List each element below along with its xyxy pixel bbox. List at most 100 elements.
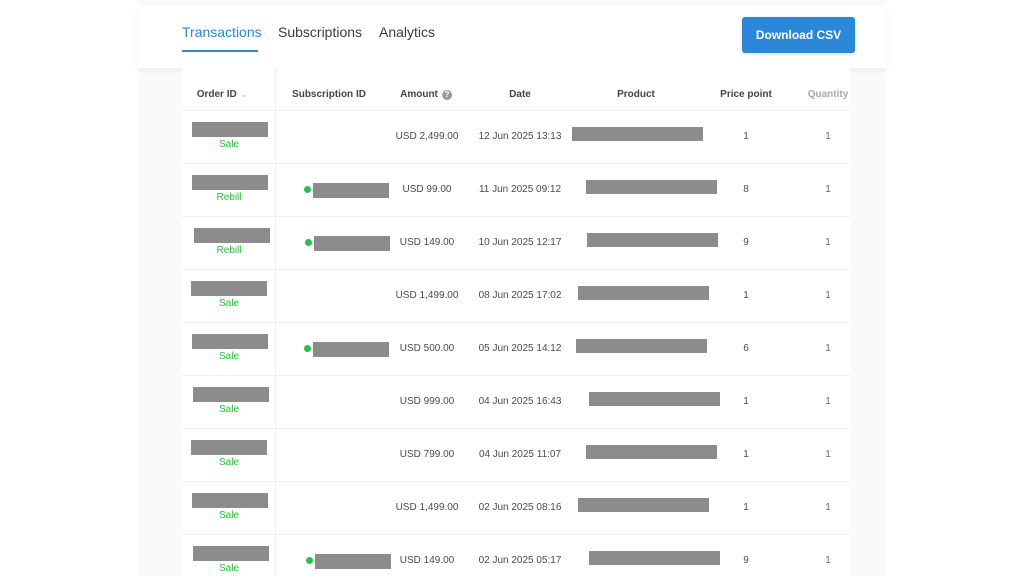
price-point-cell: 1 xyxy=(743,396,749,407)
amount-cell: USD 149.00 xyxy=(399,237,455,248)
header-date: Date xyxy=(509,89,531,100)
order-id-redacted[interactable] xyxy=(193,546,269,561)
quantity-cell: 1 xyxy=(825,343,831,354)
status-badge: Sale xyxy=(218,351,240,362)
row-divider xyxy=(182,216,850,217)
tab-analytics[interactable]: Analytics xyxy=(379,24,436,40)
order-id-redacted[interactable] xyxy=(192,493,268,508)
quantity-cell: 1 xyxy=(825,184,831,195)
status-badge: Sale xyxy=(218,510,240,521)
table-row[interactable]: Rebill USD 149.00 10 Jun 2025 12:17 9 1 xyxy=(182,217,850,270)
green-dot-icon xyxy=(306,557,313,564)
date-cell: 12 Jun 2025 13:13 xyxy=(478,131,562,142)
amount-cell: USD 99.00 xyxy=(402,184,452,195)
amount-cell: USD 1,499.00 xyxy=(395,290,459,301)
table-row[interactable]: Sale USD 799.00 04 Jun 2025 11:07 1 1 xyxy=(182,429,850,482)
price-point-cell: 1 xyxy=(743,449,749,460)
order-id-redacted[interactable] xyxy=(194,228,270,243)
product-name-redacted xyxy=(589,551,720,565)
price-point-cell: 1 xyxy=(743,131,749,142)
price-point-cell: 6 xyxy=(743,343,749,354)
quantity-cell: 1 xyxy=(825,237,831,248)
status-badge: Sale xyxy=(218,298,240,309)
date-cell: 04 Jun 2025 11:07 xyxy=(478,449,562,460)
order-id-redacted[interactable] xyxy=(191,281,267,296)
header-subscription-id: Subscription ID xyxy=(292,89,366,100)
quantity-cell: 1 xyxy=(825,290,831,301)
price-point-cell: 8 xyxy=(743,184,749,195)
price-point-cell: 9 xyxy=(743,237,749,248)
table-row[interactable]: Sale USD 1,499.00 02 Jun 2025 08:16 1 1 xyxy=(182,482,850,535)
transactions-table: Order ID ⌄ Subscription ID Amount? Date P… xyxy=(182,68,850,576)
order-id-redacted[interactable] xyxy=(192,175,268,190)
question-circle-icon[interactable]: ? xyxy=(441,90,452,100)
tab-transactions[interactable]: Transactions xyxy=(182,24,262,40)
quantity-cell: 1 xyxy=(825,449,831,460)
quantity-cell: 1 xyxy=(825,131,831,142)
chevron-down-icon[interactable]: ⌄ xyxy=(239,89,248,99)
date-cell: 02 Jun 2025 05:17 xyxy=(478,555,562,566)
table-row[interactable]: Sale USD 2,499.00 12 Jun 2025 13:13 1 1 xyxy=(182,111,850,164)
row-divider xyxy=(182,269,850,270)
quantity-cell: 1 xyxy=(825,502,831,513)
header-price-point: Price point xyxy=(720,89,772,100)
active-tab-indicator xyxy=(182,50,258,52)
row-divider xyxy=(182,428,850,429)
price-point-cell: 9 xyxy=(743,555,749,566)
subscription-id-redacted[interactable] xyxy=(313,342,389,357)
product-name-redacted xyxy=(576,339,707,353)
product-name-redacted xyxy=(572,127,703,141)
status-badge: Sale xyxy=(218,563,240,574)
product-name-redacted xyxy=(586,445,717,459)
product-name-redacted xyxy=(578,498,709,512)
date-cell: 08 Jun 2025 17:02 xyxy=(478,290,562,301)
price-point-cell: 1 xyxy=(743,290,749,301)
date-cell: 05 Jun 2025 14:12 xyxy=(478,343,562,354)
quantity-cell: 1 xyxy=(825,396,831,407)
header-product: Product xyxy=(617,89,655,100)
price-point-cell: 1 xyxy=(743,502,749,513)
table-row[interactable]: Sale USD 1,499.00 08 Jun 2025 17:02 1 1 xyxy=(182,270,850,323)
status-badge: Sale xyxy=(218,457,240,468)
order-id-redacted[interactable] xyxy=(193,387,269,402)
amount-cell: USD 999.00 xyxy=(399,396,455,407)
header-quantity: Quantity xyxy=(807,89,849,100)
table-row[interactable]: Sale USD 999.00 04 Jun 2025 16:43 1 1 xyxy=(182,376,850,429)
table-row[interactable]: Rebill USD 99.00 11 Jun 2025 09:12 8 1 xyxy=(182,164,850,217)
header-amount: Amount? xyxy=(400,89,452,100)
product-name-redacted xyxy=(578,286,709,300)
subscription-id-redacted[interactable] xyxy=(314,236,390,251)
product-name-redacted xyxy=(589,392,720,406)
status-badge: Sale xyxy=(218,139,240,150)
row-divider xyxy=(182,322,850,323)
amount-cell: USD 500.00 xyxy=(399,343,455,354)
product-name-redacted xyxy=(587,233,718,247)
header-order-id[interactable]: Order ID ⌄ xyxy=(197,89,248,100)
order-id-redacted[interactable] xyxy=(192,122,268,137)
green-dot-icon xyxy=(304,345,311,352)
tab-subscriptions[interactable]: Subscriptions xyxy=(278,24,363,40)
date-cell: 04 Jun 2025 16:43 xyxy=(478,396,562,407)
header-amount-label: Amount xyxy=(400,89,438,100)
download-csv-button[interactable]: Download CSV xyxy=(742,17,855,53)
quantity-cell: 1 xyxy=(825,555,831,566)
header-order-id-label: Order ID xyxy=(196,89,237,100)
row-divider xyxy=(182,110,850,111)
product-name-redacted xyxy=(586,180,717,194)
amount-cell: USD 1,499.00 xyxy=(395,502,459,513)
amount-cell: USD 2,499.00 xyxy=(395,131,459,142)
subscription-id-redacted[interactable] xyxy=(315,554,391,569)
green-dot-icon xyxy=(305,239,312,246)
order-id-redacted[interactable] xyxy=(192,334,268,349)
table-row[interactable]: Sale USD 149.00 02 Jun 2025 05:17 9 1 xyxy=(182,535,850,576)
date-cell: 10 Jun 2025 12:17 xyxy=(478,237,562,248)
subscription-id-redacted[interactable] xyxy=(313,183,389,198)
table-row[interactable]: Sale USD 500.00 05 Jun 2025 14:12 6 1 xyxy=(182,323,850,376)
date-cell: 02 Jun 2025 08:16 xyxy=(478,502,562,513)
green-dot-icon xyxy=(304,186,311,193)
status-badge: Rebill xyxy=(216,192,242,203)
row-divider xyxy=(182,375,850,376)
amount-cell: USD 799.00 xyxy=(399,449,455,460)
row-divider xyxy=(182,481,850,482)
order-id-redacted[interactable] xyxy=(191,440,267,455)
